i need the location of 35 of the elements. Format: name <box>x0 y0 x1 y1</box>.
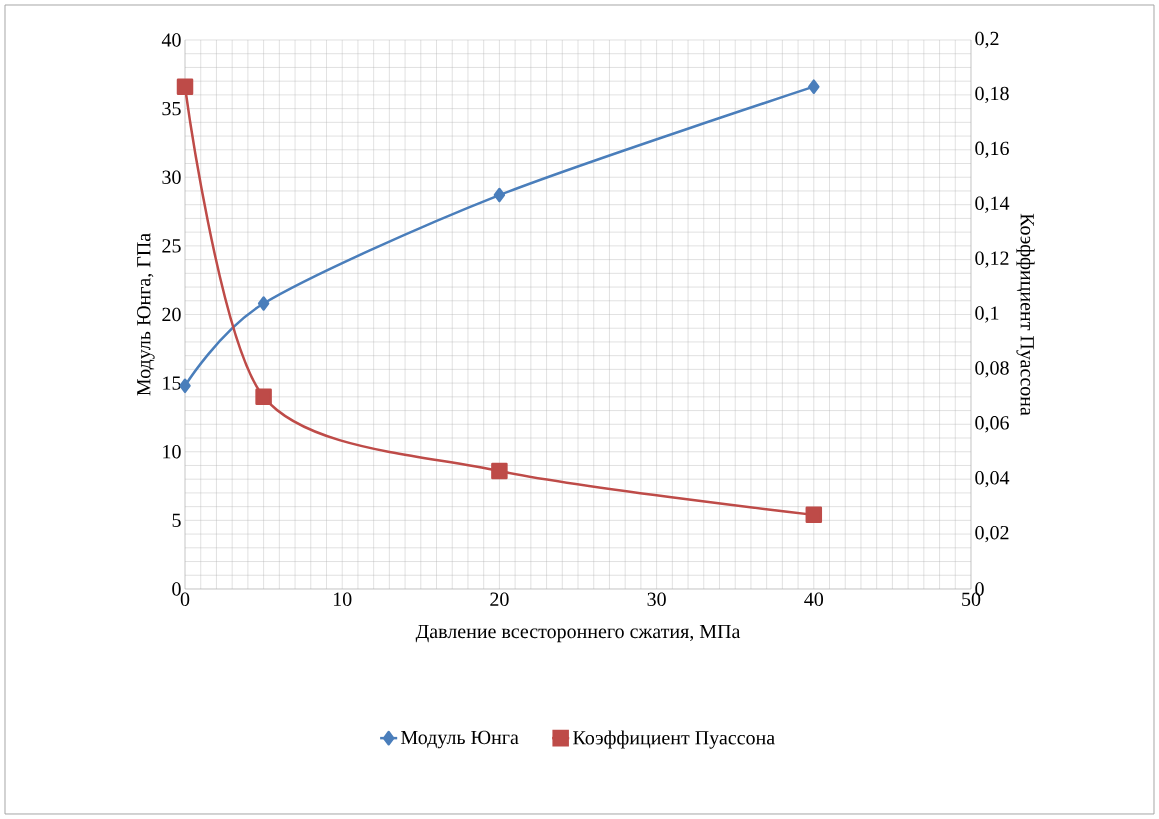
y-tick-label: 15 <box>163 376 181 390</box>
y2-tick-label: 0,08 <box>975 361 1009 378</box>
y2-tick-label: 0,06 <box>975 416 1009 433</box>
point <box>176 78 194 95</box>
x-axis-title: Давление всестороннего сжатия, МПа <box>415 624 741 643</box>
y-tick-label: 25 <box>162 239 181 253</box>
y2-tick-label: 0,2 <box>975 31 999 49</box>
y-tick-label: 20 <box>162 307 181 322</box>
x-tick-label: 20 <box>490 592 509 607</box>
legend-label: Модуль Юнга <box>401 730 519 749</box>
legend-label: Коэффициент Пуассона <box>573 730 775 749</box>
y-tick-label: 5 <box>172 513 181 527</box>
y2-axis-title: Коэффициент Пуассона <box>1016 213 1035 416</box>
y2-tick-label: 0,12 <box>975 251 1009 268</box>
y-tick-label: 0 <box>172 582 181 596</box>
x-tick-label: 10 <box>333 592 352 607</box>
y-tick-label: 10 <box>163 444 181 459</box>
y2-tick-label: 0,1 <box>975 306 999 323</box>
y2-tick-label: 0,04 <box>975 471 1010 488</box>
y-tick-label: 30 <box>162 170 181 184</box>
y2-tick-label: 0,16 <box>975 141 1009 158</box>
y2-tick-label: 0,14 <box>975 196 1010 213</box>
x-tick-label: 30 <box>647 592 666 607</box>
point <box>255 388 272 406</box>
y-tick-label: 35 <box>162 101 181 116</box>
y-tick-label: 40 <box>161 33 181 47</box>
y2-tick-label: 0,18 <box>975 86 1009 104</box>
y-axis-title: Модуль Юнга, ГПа <box>137 233 155 396</box>
x-tick-label: 40 <box>804 592 824 607</box>
y2-tick-label: 0,02 <box>975 525 1009 543</box>
point <box>808 79 820 94</box>
point <box>805 506 823 524</box>
point <box>257 296 270 311</box>
point <box>493 187 506 203</box>
point <box>491 462 508 480</box>
